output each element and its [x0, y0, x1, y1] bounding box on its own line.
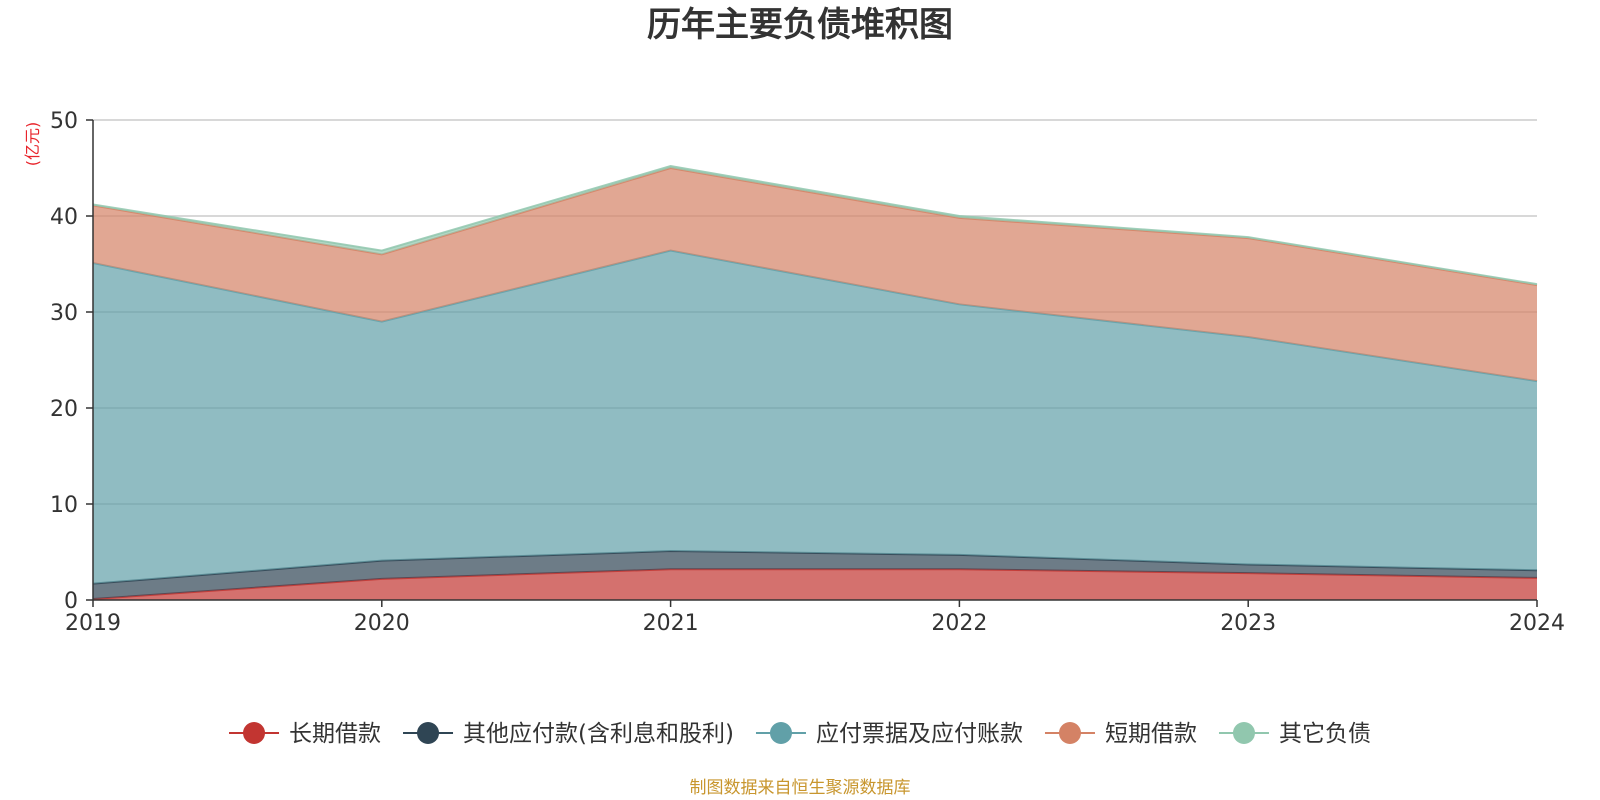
x-tick-label: 2022: [931, 611, 987, 636]
legend-item[interactable]: 应付票据及应付账款: [755, 721, 1023, 747]
legend-marker: [243, 722, 266, 744]
y-tick-label: 40: [50, 205, 78, 230]
series-line-5: [92, 165, 1538, 286]
chart-title: 历年主要负债堆积图: [647, 5, 953, 45]
x-tick-label: 2021: [643, 611, 699, 636]
legend-label: 其他应付款(含利息和股利): [463, 721, 734, 747]
legend-label: 短期借款: [1105, 721, 1197, 747]
legend-item[interactable]: 其它负债: [1218, 721, 1371, 747]
legend-label: 长期借款: [289, 721, 381, 747]
x-tick-label: 2023: [1220, 611, 1276, 636]
x-tick-label: 2020: [354, 611, 410, 636]
legend-item[interactable]: 其他应付款(含利息和股利): [403, 721, 734, 747]
stacked-areas: [92, 165, 1538, 601]
legend-item[interactable]: 长期借款: [229, 721, 381, 747]
data-source-note: 制图数据来自恒生聚源数据库: [690, 778, 911, 798]
legend-label: 其它负债: [1279, 721, 1371, 747]
axes: 0 10 20 30 40 50 2019 2020 2021 2022 2023 2024: [50, 109, 1565, 636]
x-tick-label: 2024: [1509, 611, 1565, 636]
area-series-3: [93, 250, 1537, 584]
legend-marker: [417, 722, 440, 744]
y-tick-label: 30: [50, 301, 78, 326]
legend-marker: [769, 722, 792, 744]
y-tick-label: 0: [64, 589, 78, 614]
area-series-4: [93, 168, 1537, 382]
y-tick-label: 20: [50, 397, 78, 422]
y-axis-unit-label: (亿元): [23, 122, 42, 167]
legend-item[interactable]: 短期借款: [1044, 721, 1197, 747]
legend-label: 应付票据及应付账款: [816, 721, 1023, 747]
legend-marker: [1232, 722, 1255, 744]
x-tick-label: 2019: [65, 611, 121, 636]
legend: 长期借款 其他应付款(含利息和股利) 应付票据及应付账款 短期借款 其它负债: [229, 721, 1371, 747]
legend-marker: [1058, 722, 1081, 744]
y-tick-label: 10: [50, 493, 78, 518]
y-tick-label: 50: [50, 109, 78, 134]
